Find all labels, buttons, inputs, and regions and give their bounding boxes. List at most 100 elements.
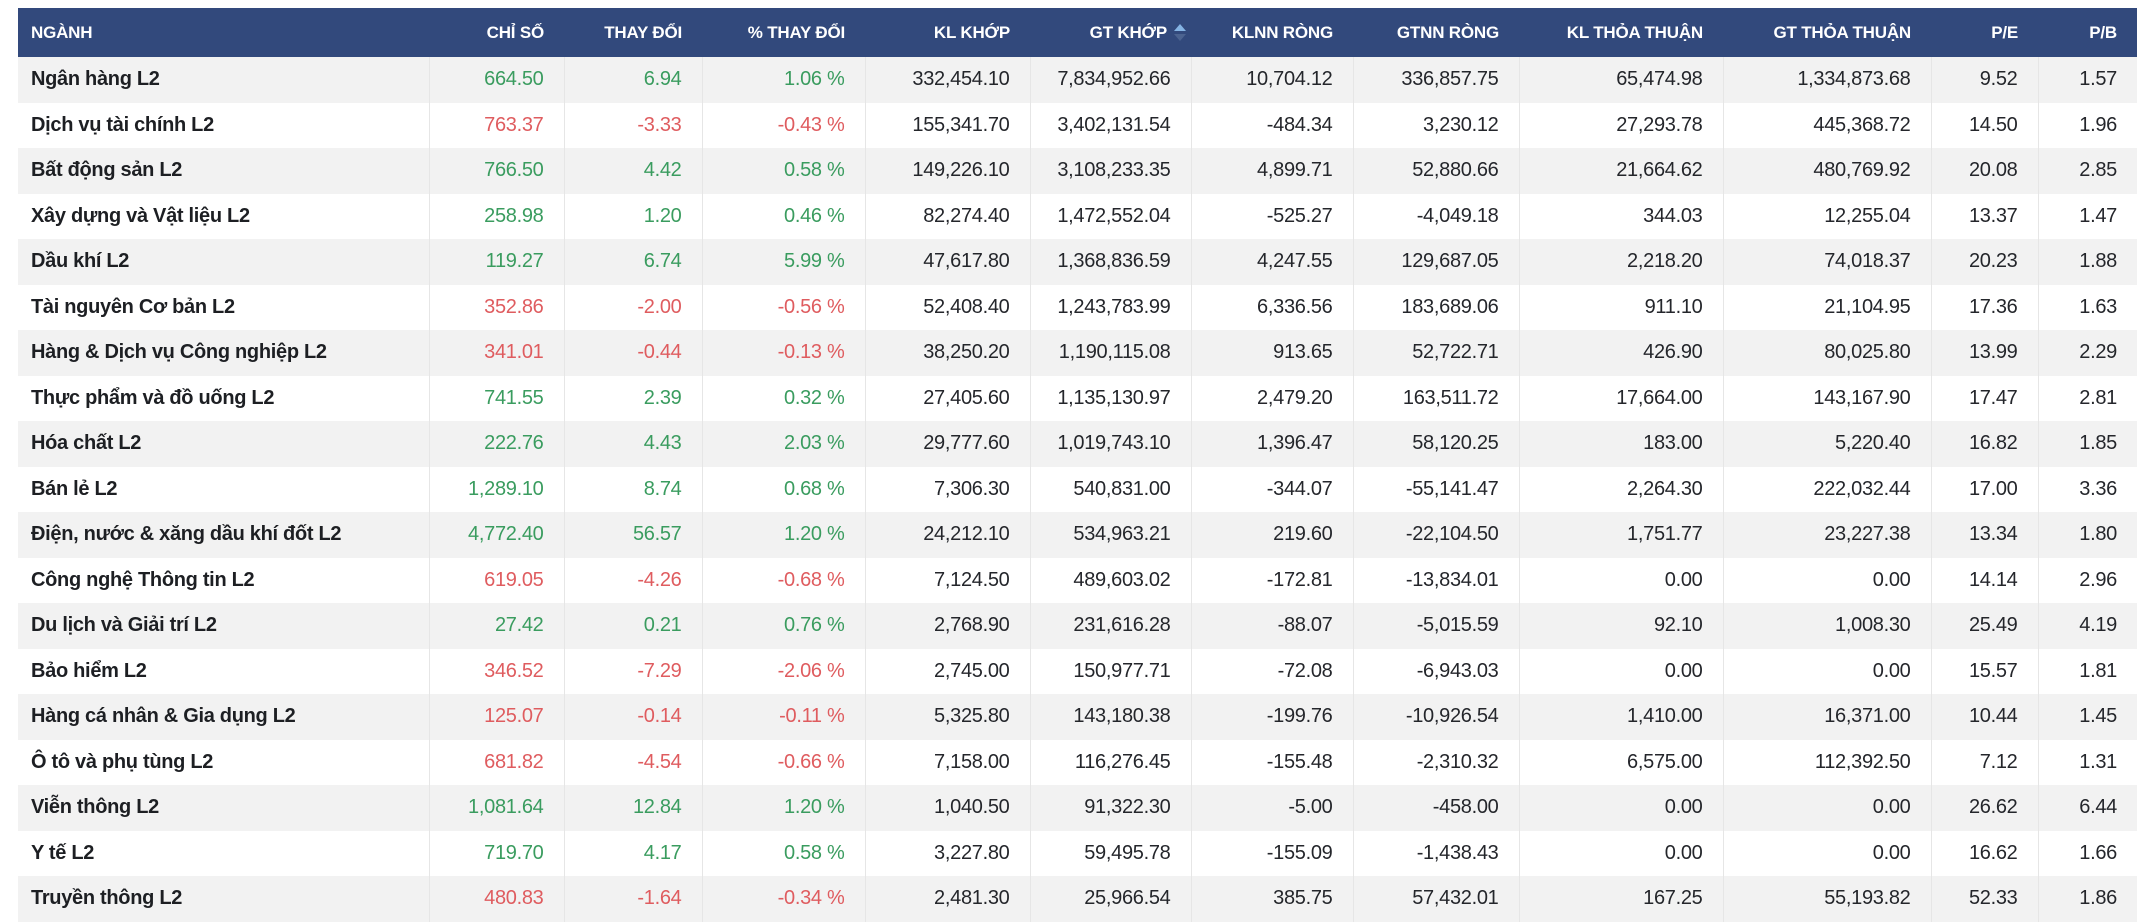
cell-chi-so: 222.76 xyxy=(429,421,564,467)
column-header-pe[interactable]: P/E xyxy=(1931,8,2038,57)
cell-pct-thay-doi: -0.34 % xyxy=(702,876,865,922)
cell-thay-doi: 12.84 xyxy=(564,785,702,831)
cell-gtnn-rong: -55,141.47 xyxy=(1353,467,1519,513)
column-header-gtnn-rong[interactable]: GTNN RÒNG xyxy=(1353,8,1519,57)
cell-klnn-rong: 4,899.71 xyxy=(1191,148,1353,194)
cell-thay-doi: -0.14 xyxy=(564,694,702,740)
table-row[interactable]: Thực phẩm và đồ uống L2741.552.390.32 %2… xyxy=(18,376,2137,422)
cell-gt-thoa-thuan: 80,025.80 xyxy=(1723,330,1931,376)
cell-chi-so: 341.01 xyxy=(429,330,564,376)
cell-gt-thoa-thuan: 55,193.82 xyxy=(1723,876,1931,922)
cell-gtnn-rong: -10,926.54 xyxy=(1353,694,1519,740)
table-row[interactable]: Công nghệ Thông tin L2619.05-4.26-0.68 %… xyxy=(18,558,2137,604)
cell-gt-khop: 150,977.71 xyxy=(1030,649,1191,695)
cell-chi-so: 480.83 xyxy=(429,876,564,922)
cell-pe: 16.62 xyxy=(1931,831,2038,877)
cell-klnn-rong: -525.27 xyxy=(1191,194,1353,240)
cell-pct-thay-doi: -0.56 % xyxy=(702,285,865,331)
cell-pb: 1.57 xyxy=(2038,57,2137,103)
cell-gtnn-rong: 57,432.01 xyxy=(1353,876,1519,922)
cell-thay-doi: 4.42 xyxy=(564,148,702,194)
table-row[interactable]: Điện, nước & xăng dầu khí đốt L24,772.40… xyxy=(18,512,2137,558)
cell-chi-so: 4,772.40 xyxy=(429,512,564,558)
table-row[interactable]: Hàng cá nhân & Gia dụng L2125.07-0.14-0.… xyxy=(18,694,2137,740)
table-row[interactable]: Truyền thông L2480.83-1.64-0.34 %2,481.3… xyxy=(18,876,2137,922)
cell-sector-name: Bất động sản L2 xyxy=(18,148,429,194)
column-header-thay-doi[interactable]: THAY ĐỔI xyxy=(564,8,702,57)
cell-klnn-rong: 913.65 xyxy=(1191,330,1353,376)
column-header-kl-khop[interactable]: KL KHỚP xyxy=(865,8,1030,57)
cell-pe: 14.14 xyxy=(1931,558,2038,604)
cell-pe: 52.33 xyxy=(1931,876,2038,922)
cell-pe: 9.52 xyxy=(1931,57,2038,103)
cell-gtnn-rong: -5,015.59 xyxy=(1353,603,1519,649)
cell-pct-thay-doi: -0.66 % xyxy=(702,740,865,786)
cell-chi-so: 763.37 xyxy=(429,103,564,149)
table-row[interactable]: Bất động sản L2766.504.420.58 %149,226.1… xyxy=(18,148,2137,194)
cell-gt-khop: 116,276.45 xyxy=(1030,740,1191,786)
cell-sector-name: Bán lẻ L2 xyxy=(18,467,429,513)
table-row[interactable]: Bảo hiểm L2346.52-7.29-2.06 %2,745.00150… xyxy=(18,649,2137,695)
table-row[interactable]: Viễn thông L21,081.6412.841.20 %1,040.50… xyxy=(18,785,2137,831)
column-header-gt-khop[interactable]: GT KHỚP xyxy=(1030,8,1191,57)
table-row[interactable]: Hóa chất L2222.764.432.03 %29,777.601,01… xyxy=(18,421,2137,467)
cell-klnn-rong: -155.09 xyxy=(1191,831,1353,877)
cell-gt-khop: 1,135,130.97 xyxy=(1030,376,1191,422)
table-row[interactable]: Tài nguyên Cơ bản L2352.86-2.00-0.56 %52… xyxy=(18,285,2137,331)
column-header-label: NGÀNH xyxy=(31,23,92,42)
cell-chi-so: 125.07 xyxy=(429,694,564,740)
cell-pct-thay-doi: 1.06 % xyxy=(702,57,865,103)
column-header-gt-thoa-thuan[interactable]: GT THỎA THUẬN xyxy=(1723,8,1931,57)
cell-gt-khop: 3,402,131.54 xyxy=(1030,103,1191,149)
cell-kl-khop: 7,306.30 xyxy=(865,467,1030,513)
cell-pb: 1.47 xyxy=(2038,194,2137,240)
cell-kl-thoa-thuan: 426.90 xyxy=(1519,330,1723,376)
cell-gt-khop: 1,243,783.99 xyxy=(1030,285,1191,331)
cell-thay-doi: 56.57 xyxy=(564,512,702,558)
column-header-pct-thay-doi[interactable]: % THAY ĐỔI xyxy=(702,8,865,57)
cell-sector-name: Hóa chất L2 xyxy=(18,421,429,467)
cell-gt-thoa-thuan: 445,368.72 xyxy=(1723,103,1931,149)
column-header-klnn-rong[interactable]: KLNN RÒNG xyxy=(1191,8,1353,57)
cell-thay-doi: -1.64 xyxy=(564,876,702,922)
cell-gtnn-rong: -458.00 xyxy=(1353,785,1519,831)
column-header-pb[interactable]: P/B xyxy=(2038,8,2137,57)
cell-kl-thoa-thuan: 2,264.30 xyxy=(1519,467,1723,513)
table-row[interactable]: Hàng & Dịch vụ Công nghiệp L2341.01-0.44… xyxy=(18,330,2137,376)
cell-sector-name: Du lịch và Giải trí L2 xyxy=(18,603,429,649)
table-row[interactable]: Du lịch và Giải trí L227.420.210.76 %2,7… xyxy=(18,603,2137,649)
cell-pe: 13.37 xyxy=(1931,194,2038,240)
cell-sector-name: Bảo hiểm L2 xyxy=(18,649,429,695)
cell-pb: 2.85 xyxy=(2038,148,2137,194)
cell-klnn-rong: 4,247.55 xyxy=(1191,239,1353,285)
sector-index-table: NGÀNH CHỈ SỐTHAY ĐỔI% THAY ĐỔIKL KHỚPGT K… xyxy=(18,8,2137,922)
cell-klnn-rong: -172.81 xyxy=(1191,558,1353,604)
column-header-nganh[interactable]: NGÀNH xyxy=(18,8,429,57)
cell-pe: 20.08 xyxy=(1931,148,2038,194)
cell-kl-khop: 47,617.80 xyxy=(865,239,1030,285)
cell-gt-khop: 489,603.02 xyxy=(1030,558,1191,604)
table-row[interactable]: Ngân hàng L2664.506.941.06 %332,454.107,… xyxy=(18,57,2137,103)
cell-gt-khop: 1,368,836.59 xyxy=(1030,239,1191,285)
table-row[interactable]: Y tế L2719.704.170.58 %3,227.8059,495.78… xyxy=(18,831,2137,877)
table-row[interactable]: Dịch vụ tài chính L2763.37-3.33-0.43 %15… xyxy=(18,103,2137,149)
table-row[interactable]: Xây dựng và Vật liệu L2258.981.200.46 %8… xyxy=(18,194,2137,240)
column-header-chi-so[interactable]: CHỈ SỐ xyxy=(429,8,564,57)
cell-klnn-rong: -484.34 xyxy=(1191,103,1353,149)
cell-pb: 2.29 xyxy=(2038,330,2137,376)
column-header-kl-thoa-thuan[interactable]: KL THỎA THUẬN xyxy=(1519,8,1723,57)
cell-kl-thoa-thuan: 0.00 xyxy=(1519,785,1723,831)
cell-sector-name: Ô tô và phụ tùng L2 xyxy=(18,740,429,786)
cell-thay-doi: -2.00 xyxy=(564,285,702,331)
cell-kl-thoa-thuan: 911.10 xyxy=(1519,285,1723,331)
sector-index-table-container: NGÀNH CHỈ SỐTHAY ĐỔI% THAY ĐỔIKL KHỚPGT K… xyxy=(18,8,2137,922)
cell-pb: 1.86 xyxy=(2038,876,2137,922)
cell-gt-khop: 25,966.54 xyxy=(1030,876,1191,922)
table-row[interactable]: Ô tô và phụ tùng L2681.82-4.54-0.66 %7,1… xyxy=(18,740,2137,786)
cell-pe: 25.49 xyxy=(1931,603,2038,649)
table-row[interactable]: Bán lẻ L21,289.108.740.68 %7,306.30540,8… xyxy=(18,467,2137,513)
cell-gt-khop: 91,322.30 xyxy=(1030,785,1191,831)
cell-thay-doi: 4.43 xyxy=(564,421,702,467)
cell-thay-doi: -4.26 xyxy=(564,558,702,604)
table-row[interactable]: Dầu khí L2119.276.745.99 %47,617.801,368… xyxy=(18,239,2137,285)
